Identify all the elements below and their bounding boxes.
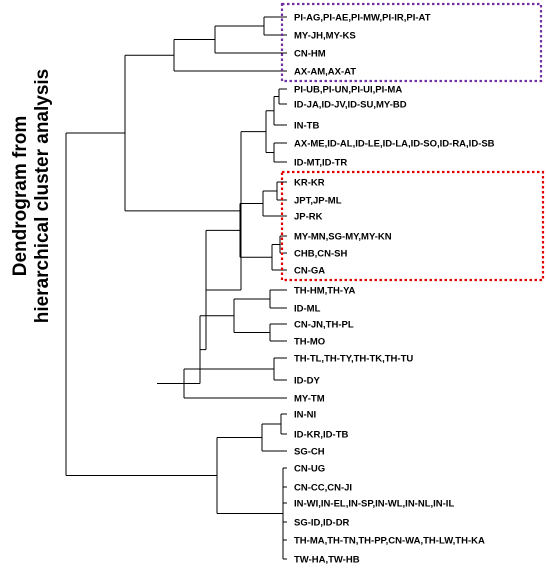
leaf-label: ID-KR,ID-TB [294, 430, 348, 441]
leaf-label: ID-MT,ID-TR [294, 158, 347, 169]
leaf-label: KR-KR [294, 178, 325, 189]
dendrogram-branches [65, 16, 287, 560]
leaf-label: TH-MA,TH-TN,TH-PP,CN-WA,TH-LW,TH-KA [294, 536, 485, 547]
leaf-label: CN-HM [294, 49, 326, 60]
cluster-highlight-red [280, 170, 545, 282]
leaf-label: MY-MN,SG-MY,MY-KN [294, 232, 392, 243]
leaf-label: IN-WI,IN-EL,IN-SP,IN-WL,IN-NL,IN-IL [294, 499, 454, 510]
leaf-labels: PI-AG,PI-AE,PI-MW,PI-IR,PI-AT MY-JH,MY-KS… [294, 13, 495, 566]
leaf-label: TH-HM,TH-YA [294, 286, 356, 297]
leaf-label: CN-GA [294, 266, 325, 277]
leaf-label: SG-ID,ID-DR [294, 518, 350, 529]
leaf-label: ID-ML [294, 304, 321, 315]
leaf-label: JPT,JP-ML [294, 196, 342, 207]
leaf-label: ID-DY [294, 376, 321, 387]
leaf-label: JP-RK [294, 212, 323, 223]
leaf-label: TH-TL,TH-TY,TH-TK,TH-TU [294, 354, 413, 365]
leaf-label: SG-CH [294, 447, 325, 458]
leaf-label: MY-TM [294, 394, 325, 405]
leaf-label: IN-TB [294, 121, 319, 132]
leaf-label: IN-NI [294, 410, 316, 421]
cluster-highlight-purple [280, 2, 543, 83]
leaf-label: AX-ME,ID-AL,ID-LE,ID-LA,ID-SO,ID-RA,ID-S… [294, 139, 495, 150]
cluster-highlights [280, 2, 545, 282]
leaf-label: PI-UB,PI-UN,PI-UI,PI-MA [294, 85, 402, 96]
leaf-label: CHB,CN-SH [294, 249, 347, 260]
leaf-label: CN-CC,CN-JI [294, 483, 352, 494]
leaf-label: TH-MO [294, 337, 325, 348]
leaf-label: AX-AM,AX-AT [294, 67, 356, 78]
leaf-label: MY-JH,MY-KS [294, 31, 356, 42]
leaf-label: CN-UG [294, 464, 325, 475]
leaf-label: ID-JA,ID-JV,ID-SU,MY-BD [294, 100, 407, 111]
leaf-label: PI-AG,PI-AE,PI-MW,PI-IR,PI-AT [294, 13, 431, 24]
leaf-label: CN-JN,TH-PL [294, 320, 354, 331]
leaf-label: TW-HA,TW-HB [294, 555, 360, 566]
